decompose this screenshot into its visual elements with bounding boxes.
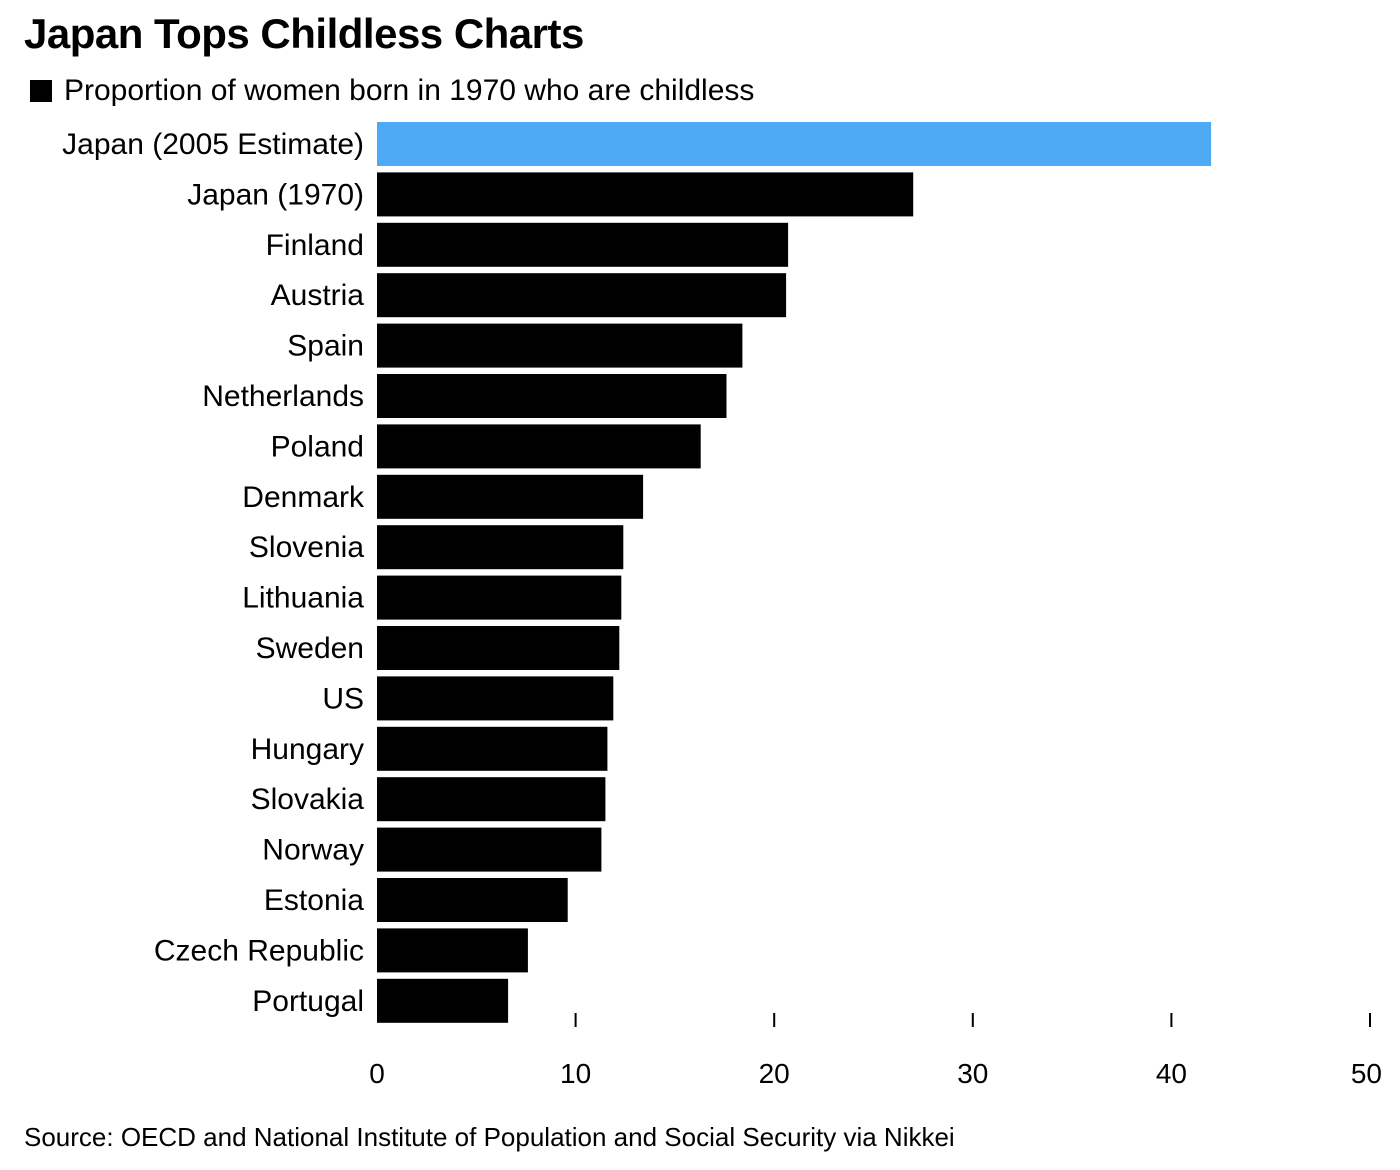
chart-title: Japan Tops Childless Charts [24,10,584,57]
category-label: Denmark [242,481,365,514]
bar-slovakia [377,777,606,822]
x-tick-label: 0 [369,1058,385,1089]
category-label: US [322,682,364,715]
bar-czech-republic [377,928,528,973]
bar-denmark [377,474,644,519]
category-label: Portugal [252,985,364,1018]
category-label: Slovenia [249,531,364,564]
x-tick-label: 20 [759,1058,790,1089]
bar-chart: Japan (2005 Estimate) Japan (1970) Finland… [62,122,1382,1089]
category-label: Spain [287,330,364,363]
source-note: Source: OECD and National Institute of P… [24,1122,955,1152]
bar-estonia [377,878,568,922]
category-label: Austria [271,279,365,312]
bar-norway [377,827,602,872]
bar-lithuania [377,575,622,620]
bar-hungary [377,726,608,771]
category-label: Poland [271,430,364,463]
category-label: Slovakia [251,783,365,816]
bar-japan-1970 [377,172,914,217]
category-label: Lithuania [242,582,364,615]
x-tick-label: 30 [957,1058,988,1089]
bar-finland [377,222,789,267]
category-label: Sweden [256,632,364,665]
x-tick-label: 50 [1351,1058,1382,1089]
category-label: Japan (2005 Estimate) [62,128,364,161]
category-label: Netherlands [202,380,364,413]
bar-sweden [377,626,620,670]
category-label: Norway [262,834,364,867]
bar-netherlands [377,374,727,418]
bar-austria [377,273,787,318]
category-label: Estonia [264,884,364,917]
category-label: Hungary [251,733,364,766]
category-label: Czech Republic [154,934,364,967]
x-tick-label: 40 [1156,1058,1187,1089]
legend-label: Proportion of women born in 1970 who are… [64,74,755,107]
bar-us [377,676,614,721]
bar-poland [377,424,701,469]
category-label: Japan (1970) [187,178,364,211]
bar-spain [377,323,743,368]
bar-slovenia [377,525,624,570]
legend-swatch [30,80,52,102]
bar-portugal [377,978,509,1023]
chart-legend: Proportion of women born in 1970 who are… [30,74,754,108]
bar-japan-2005-estimate [377,122,1212,166]
category-label: Finland [266,229,364,262]
x-tick-label: 10 [560,1058,591,1089]
